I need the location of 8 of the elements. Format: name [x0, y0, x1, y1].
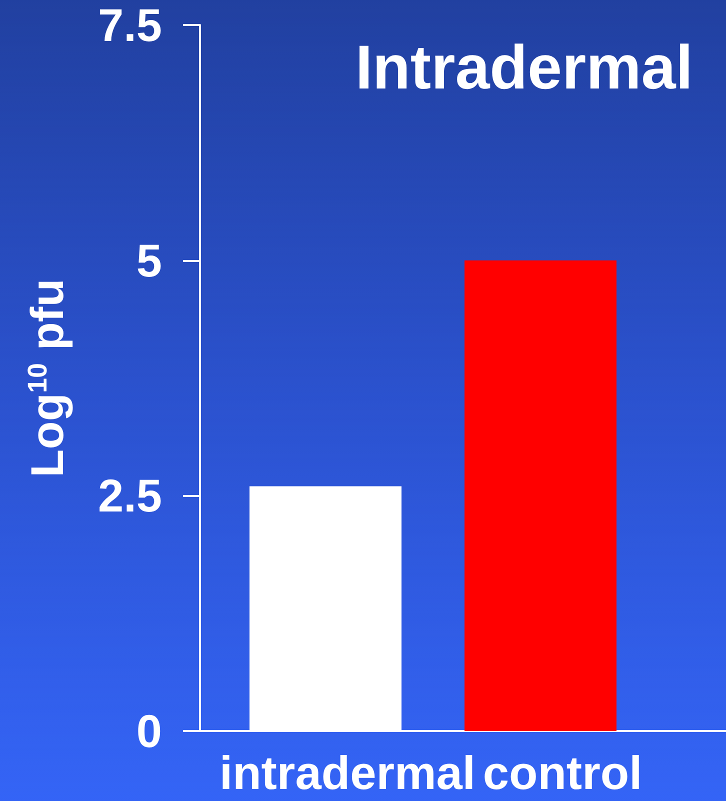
chart-title: Intradermal [355, 34, 693, 102]
x-tick-label: intradermal [220, 746, 476, 799]
x-tick-label: control [482, 746, 642, 799]
y-tick-label: 5 [136, 234, 162, 286]
y-tick-label: 2.5 [98, 470, 162, 522]
y-axis-title: Log10 pfu [21, 278, 73, 478]
y-tick-label: 7.5 [98, 0, 162, 51]
y-tick-label: 0 [136, 705, 162, 757]
